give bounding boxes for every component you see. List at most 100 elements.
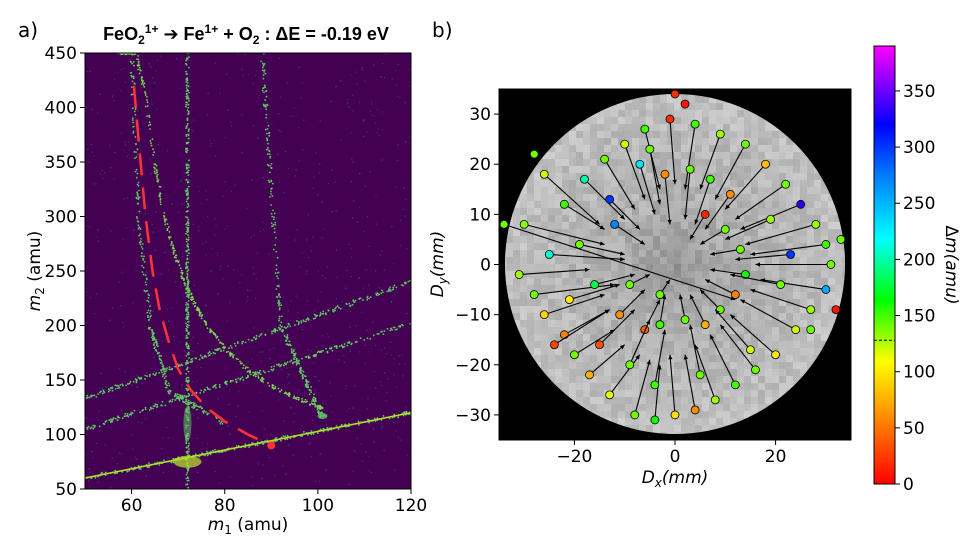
detector-pixel xyxy=(646,306,653,313)
detector-pixel xyxy=(590,334,597,341)
track-a-dot xyxy=(210,352,212,355)
fe-o2-curve-dot xyxy=(272,384,275,387)
noise-speckle xyxy=(183,172,185,174)
fe-o2-curve-dot xyxy=(138,64,141,67)
noise-speckle xyxy=(255,278,257,280)
detector-pixel xyxy=(632,362,639,369)
detector-pixel xyxy=(751,124,758,131)
detector-pixel xyxy=(541,222,548,229)
detector-pixel xyxy=(702,187,709,194)
track-b-dot xyxy=(325,347,327,350)
track-b-dot xyxy=(372,334,375,337)
noise-speckle xyxy=(307,214,310,216)
track-d-dot xyxy=(141,243,144,245)
track-a-dot xyxy=(117,387,119,390)
track-b-dot xyxy=(239,377,242,380)
detector-pixel xyxy=(660,278,667,285)
diag-line-dot xyxy=(205,450,208,453)
track-b-dot xyxy=(187,395,190,398)
noise-speckle xyxy=(167,269,169,271)
detector-pixel xyxy=(653,117,660,124)
detector-pixel xyxy=(737,145,744,152)
detector-pixel xyxy=(520,208,527,215)
noise-speckle xyxy=(261,477,263,480)
noise-speckle xyxy=(192,130,194,132)
track-a-dot xyxy=(277,326,280,329)
detector-pixel xyxy=(744,397,751,404)
track-a-dot xyxy=(258,335,261,338)
detector-pixel xyxy=(513,257,520,264)
track-d-dot xyxy=(143,260,146,263)
detector-pixel xyxy=(618,306,625,313)
detector-pixel xyxy=(653,96,660,103)
track-d-dot xyxy=(207,412,210,415)
detector-pixel xyxy=(737,404,744,411)
detector-pixel xyxy=(541,348,548,355)
detector-pixel xyxy=(702,229,709,236)
track-d-dot xyxy=(141,252,143,255)
noise-speckle xyxy=(152,156,154,159)
detector-pixel xyxy=(702,138,709,145)
detector-pixel xyxy=(765,341,772,348)
detector-pixel xyxy=(611,306,618,313)
noise-speckle xyxy=(216,252,218,254)
fe-o2-curve-dot xyxy=(229,353,232,356)
detector-pixel xyxy=(625,194,632,201)
detector-pixel xyxy=(681,222,688,229)
detector-pixel xyxy=(597,208,604,215)
noise-speckle xyxy=(113,100,115,102)
detector-pixel xyxy=(541,208,548,215)
detector-pixel xyxy=(555,278,562,285)
line-72-dot xyxy=(185,167,188,170)
track-c-dot xyxy=(272,182,274,185)
detector-pixel xyxy=(583,397,590,404)
detector-pixel xyxy=(576,327,583,334)
track-d-dot xyxy=(141,271,144,273)
detector-pixel xyxy=(716,215,723,222)
detector-pixel xyxy=(639,411,646,418)
detector-pixel xyxy=(590,159,597,166)
noise-speckle xyxy=(390,301,393,304)
noise-speckle xyxy=(321,201,324,203)
noise-speckle xyxy=(161,448,163,450)
detector-pixel xyxy=(534,271,541,278)
fe-o2-curve-dot xyxy=(237,358,240,361)
line-72-dot xyxy=(186,149,189,152)
fe-o2-curve-dot xyxy=(172,244,175,247)
detector-pixel xyxy=(702,257,709,264)
track-b-dot xyxy=(283,362,286,365)
track-d-dot xyxy=(142,257,145,260)
detector-pixel xyxy=(695,313,702,320)
detector-pixel xyxy=(597,257,604,264)
noise-speckle xyxy=(267,122,269,124)
detector-pixel xyxy=(569,173,576,180)
noise-speckle xyxy=(307,257,310,259)
noise-speckle xyxy=(261,409,263,412)
track-c-dot xyxy=(268,134,271,137)
track-d-dot xyxy=(138,241,141,244)
noise-speckle xyxy=(322,402,324,404)
track-a-dot xyxy=(159,369,162,372)
line-72-dot xyxy=(186,471,189,474)
diag-line-dot xyxy=(286,438,289,441)
detector-pixel xyxy=(576,390,583,397)
track-c-dot xyxy=(278,315,281,318)
detector-pixel xyxy=(576,355,583,362)
detector-pixel xyxy=(772,159,779,166)
detector-pixel xyxy=(667,292,674,299)
detector-pixel xyxy=(716,376,723,383)
detector-pixel xyxy=(688,425,695,432)
line-72-dot xyxy=(185,363,187,366)
track-b-dot xyxy=(392,326,395,329)
detector-pixel xyxy=(772,208,779,215)
track-b-dot xyxy=(242,379,245,381)
detector-pixel xyxy=(646,257,653,264)
detector-pixel xyxy=(562,362,569,369)
detector-pixel xyxy=(688,194,695,201)
track-d-dot xyxy=(132,60,135,63)
detector-pixel xyxy=(520,320,527,327)
detector-pixel xyxy=(793,250,800,257)
detector-pixel xyxy=(569,138,576,145)
noise-speckle xyxy=(374,270,377,272)
noise-speckle xyxy=(327,335,329,338)
